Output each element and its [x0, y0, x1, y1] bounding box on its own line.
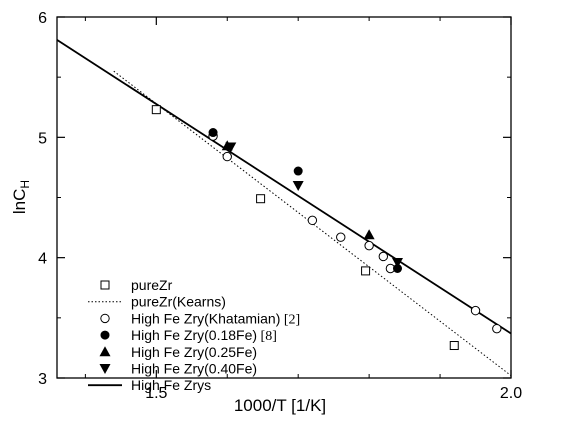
legend-label: pureZr: [131, 277, 173, 293]
legend-label: High Fe Zry(0.25Fe): [131, 344, 257, 360]
high-fe-zry-0-25fe-point: [363, 229, 375, 240]
high-fe-zry-0-18fe-point: [393, 263, 402, 273]
legend-swatch-purezr: [100, 280, 110, 290]
high-fe-zry-khatamian-point: [470, 305, 481, 316]
high-fe-zry-khatamian-point: [364, 240, 374, 251]
legend-entry-high-fe-zry-0-40fe: High Fe Zry(0.40Fe): [131, 361, 257, 377]
data-points: [151, 105, 502, 351]
high-fe-zry-0-40fe-point: [225, 142, 237, 153]
high-fe-zry-khatamian-point: [492, 323, 502, 334]
legend-label: High Fe Zry(Khatamian): [131, 310, 280, 326]
high-fe-zrys-line: [56, 39, 512, 335]
purezr-point: [449, 341, 459, 351]
high-fe-zry-khatamian-point: [307, 215, 318, 226]
fit-lines: [56, 39, 512, 376]
purezr-point: [256, 194, 266, 204]
high-fe-zry-khatamian-point: [336, 232, 346, 242]
legend-label: High Fe Zry(0.18Fe): [131, 327, 257, 343]
legend-swatch-high-fe-zry-0-40fe: [99, 364, 111, 374]
axis-tick-labels: 1.5 2.0 3 4 5 6: [38, 10, 522, 402]
purezr-point: [151, 105, 161, 115]
high-fe-zry-0-40fe-point: [392, 257, 403, 268]
y-axis-label-sub: H: [18, 180, 32, 189]
x-tick-label: 2.0: [500, 385, 522, 402]
high-fe-zry-0-40fe-point: [292, 180, 304, 191]
high-fe-zry-0-18fe-point: [293, 166, 303, 176]
legend-entry-high-fe-zry-khatamian: High Fe Zry(Khatamian) [2]: [131, 310, 300, 327]
legend-ref: [2]: [280, 312, 300, 327]
legend-ref: [8]: [257, 329, 277, 344]
legend-label: High Fe Zry(0.40Fe): [131, 361, 257, 377]
legend-swatch-high-fe-zry-khatamian: [100, 313, 110, 324]
legend-swatch-high-fe-zry-0-25fe: [99, 346, 111, 357]
y-tick-label: 5: [38, 130, 47, 147]
legend-entry-high-fe-zry-0-18fe: High Fe Zry(0.18Fe) [8]: [131, 327, 277, 344]
y-axis-label: lnCH: [10, 180, 32, 214]
legend-label: pureZr(Kearns): [131, 294, 226, 310]
legend-entry-high-fe-zrys: High Fe Zrys: [131, 377, 211, 393]
high-fe-zry-0-18fe-point: [208, 128, 218, 138]
x-axis-label: 1000/T [1/K]: [234, 396, 326, 415]
axis-ticks: [57, 16, 512, 379]
y-axis-label-main: lnC: [10, 189, 29, 215]
y-tick-label: 6: [38, 10, 47, 27]
high-fe-zry-khatamian-point: [222, 151, 232, 162]
high-fe-zry-khatamian-point: [378, 251, 389, 262]
legend-entry-high-fe-zry-0-25fe: High Fe Zry(0.25Fe): [131, 344, 257, 360]
x-tick-label: 1.5: [145, 385, 167, 402]
legend-swatch-high-fe-zry-0-18fe: [100, 330, 110, 340]
y-tick-label: 3: [38, 371, 47, 388]
purezr-point: [361, 266, 371, 276]
y-tick-label: 4: [38, 251, 47, 268]
legend-entry-purezr: pureZr: [131, 277, 173, 293]
legend-label: High Fe Zrys: [131, 377, 211, 393]
legend-entry-purezr-kearns: pureZr(Kearns): [131, 294, 226, 310]
